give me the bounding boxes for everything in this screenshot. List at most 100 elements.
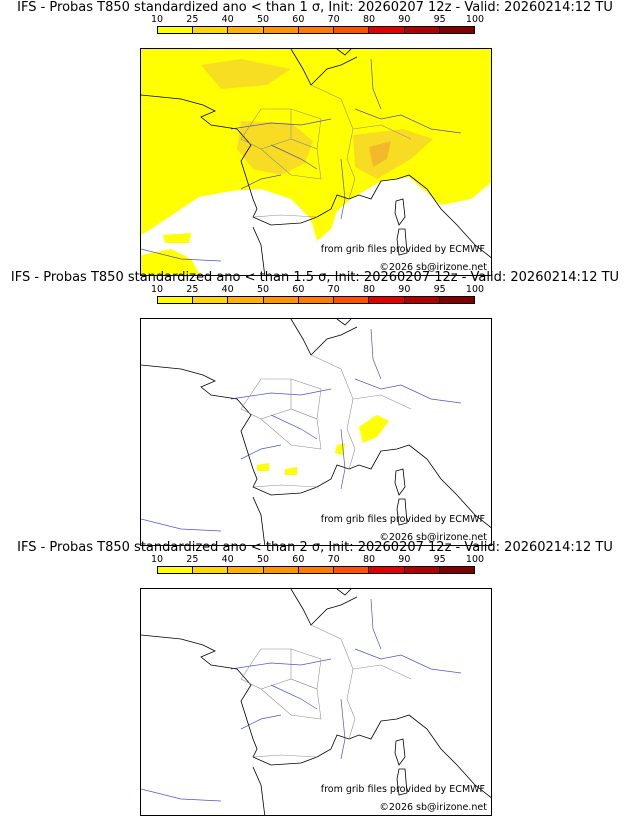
colorbar-swatch: [193, 567, 229, 573]
colorbar-swatch: [298, 27, 335, 33]
borders: [240, 624, 412, 758]
colorbar-swatch: [158, 297, 194, 303]
colorbar-swatch: [439, 27, 474, 33]
colorbar: 10 25 40 50 60 70 80 90 95 100: [151, 14, 484, 43]
map-frame: from grib files provided by ECMWF ©2026 …: [140, 48, 492, 276]
colorbar-tick-label: 40: [221, 284, 234, 295]
colorbar-swatch: [263, 297, 299, 303]
colorbar-tick-label: 95: [433, 14, 446, 25]
colorbar-swatch: [158, 27, 194, 33]
probability-field: [163, 233, 191, 243]
colorbar-tick-label: 90: [398, 554, 411, 565]
colorbar-tick-label: 80: [362, 14, 376, 25]
source-credit: from grib files provided by ECMWF: [320, 784, 485, 795]
map-panel-1: IFS - Probas T850 standardized ano < tha…: [0, 0, 630, 276]
colorbar-tick-label: 100: [465, 14, 485, 25]
colorbar-tick-label: 60: [292, 554, 305, 565]
colorbar-tick-label: 10: [150, 554, 164, 565]
copyright: ©2026 sb@irizone.net: [379, 532, 487, 543]
colorbar-tick-label: 100: [465, 284, 485, 295]
colorbar-swatches: [157, 26, 475, 34]
colorbar-tick-label: 10: [150, 284, 164, 295]
colorbar-tick-label: 70: [327, 14, 340, 25]
coastlines: [141, 589, 491, 815]
colorbar-swatch: [263, 27, 299, 33]
colorbar-swatch: [369, 567, 405, 573]
colorbar-tick-label: 95: [433, 284, 446, 295]
colorbar-swatches: [157, 296, 475, 304]
colorbar-swatches: [157, 566, 475, 574]
probability-field: [201, 59, 291, 89]
colorbar-swatch: [158, 567, 194, 573]
source-credit: from grib files provided by ECMWF: [320, 244, 485, 255]
colorbar-tick-label: 90: [398, 284, 411, 295]
copyright: ©2026 sb@irizone.net: [379, 802, 487, 813]
colorbar-tick-label: 40: [221, 14, 234, 25]
colorbar-tick-label: 80: [362, 554, 376, 565]
colorbar-swatch: [439, 567, 474, 573]
colorbar-tick-label: 70: [327, 284, 340, 295]
colorbar-tick-label: 50: [256, 284, 270, 295]
colorbar: 10 25 40 50 60 70 80 90 95 100: [151, 554, 484, 583]
colorbar-tick-label: 60: [292, 14, 305, 25]
rivers: [141, 598, 462, 802]
colorbar-tick-label: 70: [327, 554, 340, 565]
rivers: [141, 328, 462, 532]
colorbar-tick-label: 60: [292, 284, 305, 295]
colorbar-swatch: [228, 297, 264, 303]
copyright: ©2026 sb@irizone.net: [379, 262, 487, 273]
colorbar-swatch: [404, 567, 440, 573]
rivers: [141, 58, 462, 262]
probability-field: [285, 467, 297, 475]
colorbar-tick-label: 25: [186, 554, 199, 565]
coastlines: [141, 319, 491, 545]
map-panel-2: IFS - Probas T850 standardized ano < tha…: [0, 270, 630, 546]
map-frame: from grib files provided by ECMWF ©2026 …: [140, 318, 492, 546]
panel-title: IFS - Probas T850 standardized ano < tha…: [17, 0, 613, 15]
probability-field: [369, 141, 391, 167]
colorbar-swatch: [404, 27, 440, 33]
colorbar-tick-label: 50: [256, 14, 270, 25]
probability-field: [141, 249, 200, 275]
colorbar-swatch: [228, 567, 264, 573]
probability-field: [237, 121, 313, 175]
map-svg: [141, 589, 491, 815]
borders: [240, 84, 412, 218]
colorbar-swatch: [193, 297, 229, 303]
colorbar-labels: 10 25 40 50 60 70 80 90 95 100: [151, 14, 484, 26]
borders: [240, 354, 412, 488]
probability-field: [359, 415, 389, 443]
colorbar-swatch: [404, 297, 440, 303]
colorbar-labels: 10 25 40 50 60 70 80 90 95 100: [151, 284, 484, 296]
colorbar-swatch: [369, 297, 405, 303]
colorbar: 10 25 40 50 60 70 80 90 95 100: [151, 284, 484, 313]
colorbar-tick-label: 25: [186, 284, 199, 295]
colorbar-tick-label: 80: [362, 284, 376, 295]
colorbar-tick-label: 50: [256, 554, 270, 565]
map-svg: [141, 49, 491, 275]
colorbar-swatch: [369, 27, 405, 33]
colorbar-labels: 10 25 40 50 60 70 80 90 95 100: [151, 554, 484, 566]
colorbar-tick-label: 90: [398, 14, 411, 25]
colorbar-swatch: [298, 567, 335, 573]
colorbar-swatch: [298, 297, 335, 303]
map-svg: [141, 319, 491, 545]
source-credit: from grib files provided by ECMWF: [320, 514, 485, 525]
panel-title: IFS - Probas T850 standardized ano < tha…: [17, 540, 613, 555]
probability-field: [257, 463, 269, 471]
colorbar-tick-label: 95: [433, 554, 446, 565]
map-frame: from grib files provided by ECMWF ©2026 …: [140, 588, 492, 816]
colorbar-tick-label: 40: [221, 554, 234, 565]
colorbar-swatch: [334, 567, 370, 573]
colorbar-swatch: [334, 27, 370, 33]
colorbar-tick-label: 25: [186, 14, 199, 25]
colorbar-swatch: [263, 567, 299, 573]
colorbar-swatch: [193, 27, 229, 33]
panel-title: IFS - Probas T850 standardized ano < tha…: [10, 270, 620, 285]
colorbar-tick-label: 100: [465, 554, 485, 565]
colorbar-tick-label: 10: [150, 14, 164, 25]
colorbar-swatch: [334, 297, 370, 303]
map-panel-3: IFS - Probas T850 standardized ano < tha…: [0, 540, 630, 816]
colorbar-swatch: [228, 27, 264, 33]
colorbar-swatch: [439, 297, 474, 303]
